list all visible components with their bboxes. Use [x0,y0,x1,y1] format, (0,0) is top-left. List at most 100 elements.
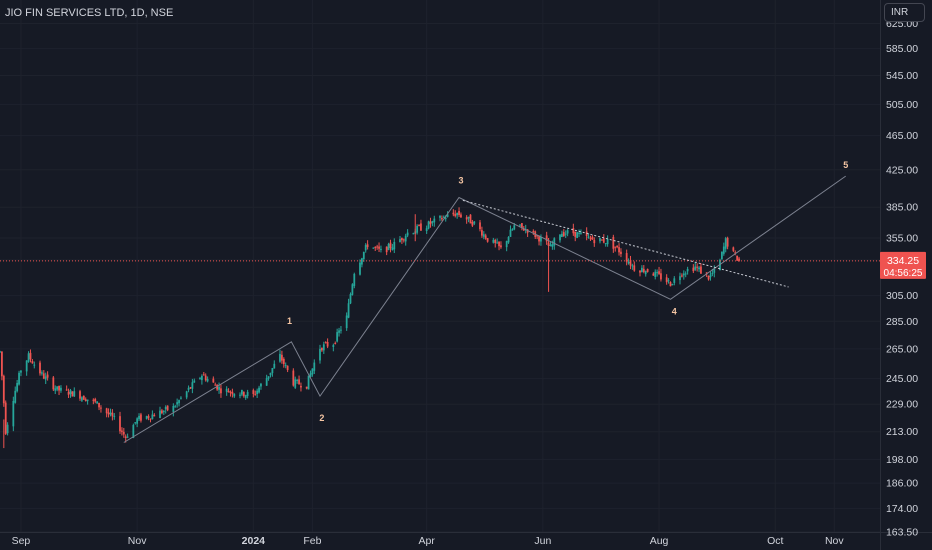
candle-body [105,408,108,414]
price-axis-label: 198.00 [886,454,918,466]
candle [332,343,335,352]
candle-body [406,232,409,236]
candle-body [602,238,605,243]
candle-body [151,414,154,420]
candle [656,269,659,277]
candle-body [559,234,561,241]
candle-body [349,294,352,304]
candle [67,388,70,398]
candle [441,215,443,221]
candle-body [229,391,232,393]
candle-body [399,239,401,243]
candle-body [164,407,167,410]
currency-button[interactable]: INR [884,3,925,22]
candle-body [519,224,521,226]
candle [511,228,514,231]
candle [385,246,388,256]
candle [380,245,382,253]
candle-body [561,233,563,237]
candle [39,360,41,376]
candle [2,374,5,407]
candle [138,413,140,421]
candle [161,408,163,415]
candle [42,370,45,380]
candle-body [305,386,308,389]
candle [153,413,156,417]
candle-body [279,353,281,362]
candle-body [319,348,321,361]
candle-body [726,237,729,247]
candle-body [364,244,367,251]
price-axis-label: 465.00 [886,130,918,142]
candle-body [132,425,135,439]
candle [738,256,740,262]
candle [559,234,561,243]
candle-body [591,236,594,240]
candle-body [479,222,481,230]
candle-body [60,387,62,391]
candle-body [269,372,272,376]
candle-body [176,402,179,405]
candle-body [551,244,554,247]
candle [121,427,123,436]
candle [340,326,342,334]
candle [159,406,161,419]
candle [614,246,617,252]
candle-body [111,412,114,417]
time-axis-label: Sep [12,535,31,547]
candle-body [220,388,222,394]
candle-body [119,416,121,432]
candle-body [566,230,569,234]
candle-body [500,245,502,248]
candle [669,281,672,287]
candle [721,251,723,261]
candle [465,215,468,224]
candle-body [286,365,289,371]
candle-body [538,236,540,242]
candle-body [20,370,22,373]
candle-body [322,344,325,351]
candle [654,269,657,280]
candle-body [136,418,139,424]
candle [532,229,535,235]
candle-body [372,247,375,249]
candle-body [273,363,276,369]
wave-label-3: 3 [458,175,463,185]
candle-body [496,242,499,244]
candle [564,230,567,238]
candle [58,385,60,396]
candle-body [216,384,219,390]
candle [479,219,481,232]
candle [151,410,154,420]
candle [86,399,89,405]
candle [482,231,485,240]
candle [616,245,619,249]
candle [393,238,396,254]
candle [105,407,108,418]
candle [33,361,36,369]
candle-body [307,375,310,390]
candle [696,263,699,272]
current-price-value: 334.25 [887,255,919,267]
candle [140,412,142,423]
candle-body [296,379,299,381]
candle [242,391,245,398]
candle-body [27,353,30,362]
candle-body [378,246,380,249]
candle [14,386,17,404]
candle [258,385,260,394]
candle-body [429,221,432,225]
candle-body [31,361,34,364]
candle-body [452,212,455,215]
candle [27,351,30,363]
candle [122,427,125,438]
candle [627,258,630,265]
candle [231,388,234,398]
candle-body [258,387,260,393]
trend-line [462,199,789,288]
candle-body [71,391,74,397]
time-axis-label: Jun [534,535,551,547]
candle-body [86,399,89,402]
